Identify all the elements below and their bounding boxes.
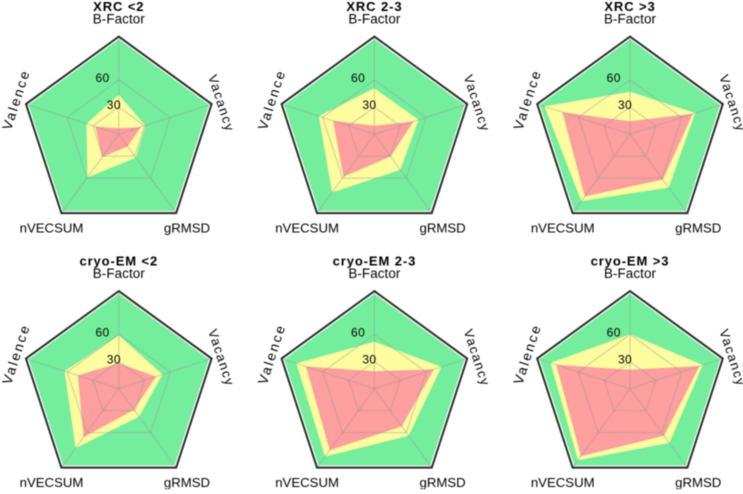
svg-text:XRC 2-3: XRC 2-3 [346,0,402,14]
svg-text:30: 30 [362,98,376,112]
svg-text:30: 30 [107,98,121,112]
svg-text:gRMSD: gRMSD [675,220,721,235]
svg-text:30: 30 [362,352,376,366]
svg-text:30: 30 [107,352,121,366]
svg-text:nVECSUM: nVECSUM [531,220,595,235]
svg-text:B-Factor: B-Factor [348,266,401,281]
svg-text:B-Factor: B-Factor [348,11,401,26]
svg-text:nVECSUM: nVECSUM [20,475,84,489]
svg-text:XRC <2: XRC <2 [93,0,144,14]
svg-text:B-Factor: B-Factor [604,11,657,26]
svg-text:nVECSUM: nVECSUM [275,220,339,235]
svg-text:B-Factor: B-Factor [93,266,146,281]
svg-text:cryo-EM >3: cryo-EM >3 [591,253,670,268]
svg-text:gRMSD: gRMSD [675,475,721,489]
svg-text:cryo-EM <2: cryo-EM <2 [79,253,158,268]
svg-text:60: 60 [607,325,621,339]
svg-text:gRMSD: gRMSD [420,220,466,235]
svg-text:nVECSUM: nVECSUM [275,475,339,489]
svg-text:gRMSD: gRMSD [420,475,466,489]
svg-text:gRMSD: gRMSD [164,475,210,489]
svg-text:gRMSD: gRMSD [164,220,210,235]
svg-text:60: 60 [607,71,621,85]
svg-text:60: 60 [95,325,109,339]
svg-text:B-Factor: B-Factor [604,266,657,281]
svg-text:XRC >3: XRC >3 [604,0,655,14]
svg-text:nVECSUM: nVECSUM [20,220,84,235]
svg-text:60: 60 [351,71,365,85]
svg-text:30: 30 [618,352,632,366]
svg-text:cryo-EM 2-3: cryo-EM 2-3 [333,253,417,268]
svg-text:60: 60 [351,325,365,339]
svg-text:30: 30 [618,98,632,112]
svg-text:B-Factor: B-Factor [93,11,146,26]
svg-text:nVECSUM: nVECSUM [531,475,595,489]
svg-text:60: 60 [95,71,109,85]
